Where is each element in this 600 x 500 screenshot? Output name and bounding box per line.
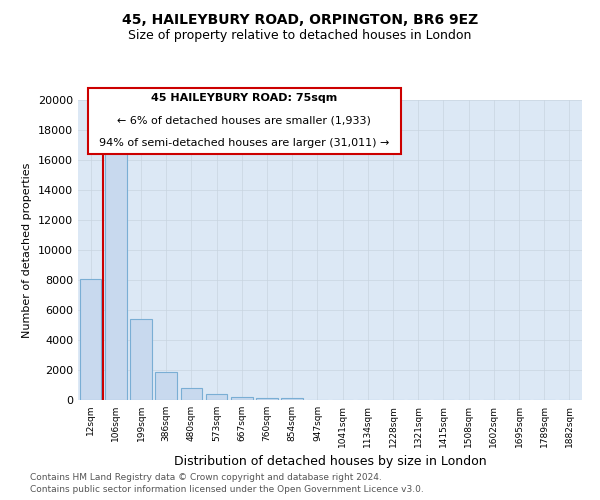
X-axis label: Distribution of detached houses by size in London: Distribution of detached houses by size … — [173, 456, 487, 468]
Bar — [206, 394, 227, 400]
Bar — [281, 398, 303, 400]
Text: Contains HM Land Registry data © Crown copyright and database right 2024.: Contains HM Land Registry data © Crown c… — [30, 472, 382, 482]
Bar — [105, 152, 127, 400]
Bar — [231, 397, 253, 400]
Bar — [155, 372, 177, 400]
Bar — [130, 319, 152, 400]
Y-axis label: Number of detached properties: Number of detached properties — [22, 162, 32, 338]
Bar — [256, 398, 278, 400]
Text: 45 HAILEYBURY ROAD: 75sqm: 45 HAILEYBURY ROAD: 75sqm — [151, 93, 337, 103]
Text: Contains public sector information licensed under the Open Government Licence v3: Contains public sector information licen… — [30, 485, 424, 494]
Text: 94% of semi-detached houses are larger (31,011) →: 94% of semi-detached houses are larger (… — [99, 138, 389, 148]
Text: ← 6% of detached houses are smaller (1,933): ← 6% of detached houses are smaller (1,9… — [118, 116, 371, 126]
Text: Size of property relative to detached houses in London: Size of property relative to detached ho… — [128, 29, 472, 42]
Bar — [80, 278, 101, 400]
Bar — [181, 388, 202, 400]
Text: 45, HAILEYBURY ROAD, ORPINGTON, BR6 9EZ: 45, HAILEYBURY ROAD, ORPINGTON, BR6 9EZ — [122, 12, 478, 26]
